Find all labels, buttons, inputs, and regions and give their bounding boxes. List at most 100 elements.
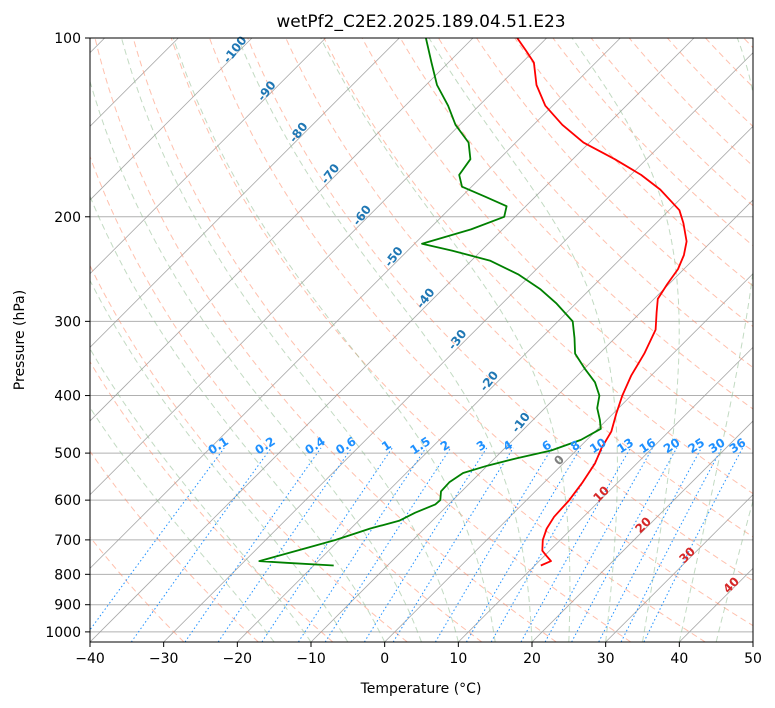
y-tick-label: 400 bbox=[54, 389, 81, 405]
isotherm-line bbox=[531, 420, 753, 642]
mixing-ratio-line bbox=[544, 447, 654, 642]
isotherm-line bbox=[90, 38, 547, 496]
moist-adiabat-label: 40 bbox=[720, 574, 742, 596]
dry-adiabat-line bbox=[552, 38, 753, 247]
x-tick-label: 20 bbox=[523, 651, 541, 667]
moist-adiabat-line bbox=[90, 79, 422, 642]
dry-adiabat-line bbox=[476, 38, 753, 328]
mixing-ratio-label: 3 bbox=[474, 438, 489, 454]
dry-adiabat-line bbox=[90, 450, 259, 642]
moist-adiabat-line bbox=[90, 279, 349, 642]
isotherm-line bbox=[237, 125, 753, 642]
isotherm-line bbox=[90, 38, 474, 422]
y-axis-label: Pressure (hPa) bbox=[12, 290, 28, 390]
dry-adiabat-line bbox=[170, 38, 706, 642]
isotherm-line bbox=[605, 494, 753, 642]
mixing-ratio-line bbox=[490, 447, 604, 642]
isotherm-line bbox=[90, 38, 253, 201]
y-tick-label: 300 bbox=[54, 314, 81, 330]
y-tick-label: 800 bbox=[54, 567, 81, 583]
chart-title: wetPf2_C2E2.2025.189.04.51.E23 bbox=[276, 12, 565, 32]
mixing-ratio-label: 0.4 bbox=[302, 434, 327, 457]
x-tick-label: −40 bbox=[75, 651, 105, 667]
moist-adiabat-line bbox=[90, 406, 275, 642]
mixing-ratio-line bbox=[392, 447, 514, 642]
mixing-ratio-label: 0.2 bbox=[252, 434, 277, 457]
mixing-ratio-label: 0.6 bbox=[333, 434, 358, 457]
moist-adiabat-label: 30 bbox=[676, 544, 698, 566]
mixing-ratio-line bbox=[520, 447, 631, 642]
mixing-ratio-label: 6 bbox=[539, 438, 554, 454]
isotherm-line bbox=[458, 346, 753, 642]
y-tick-label: 100 bbox=[54, 31, 81, 47]
mixing-ratio-line bbox=[324, 447, 452, 642]
x-tick-label: −20 bbox=[223, 651, 253, 667]
dry-adiabat-line bbox=[399, 38, 753, 410]
dry-adiabat-label: -10 bbox=[509, 410, 533, 436]
x-tick-label: −30 bbox=[149, 651, 179, 667]
mixing-ratio-line bbox=[465, 447, 582, 642]
isotherm-line bbox=[752, 641, 753, 642]
dry-adiabat-line bbox=[705, 38, 753, 88]
x-axis-label: Temperature (°C) bbox=[360, 681, 482, 697]
dry-adiabat-line bbox=[90, 536, 185, 642]
mixing-ratio-line bbox=[184, 447, 322, 642]
dry-adiabat-line bbox=[90, 264, 408, 642]
isotherm-line bbox=[163, 52, 753, 642]
dry-adiabat-label: -40 bbox=[413, 285, 437, 311]
mixing-ratio-line bbox=[90, 447, 225, 631]
mixing-ratio-line bbox=[620, 447, 723, 642]
y-tick-label: 200 bbox=[54, 210, 81, 226]
dry-adiabat-line bbox=[437, 38, 753, 369]
dry-adiabat-label: -80 bbox=[286, 120, 310, 146]
dry-adiabat-label: -20 bbox=[477, 368, 501, 394]
dry-adiabat-line bbox=[209, 38, 753, 627]
moist-adiabat-line bbox=[320, 38, 571, 642]
x-tick-label: 0 bbox=[380, 651, 389, 667]
mixing-ratio-line bbox=[434, 447, 553, 642]
dry-adiabat-line bbox=[514, 38, 753, 287]
y-tick-label: 700 bbox=[54, 533, 81, 549]
y-tick-label: 900 bbox=[54, 598, 81, 614]
dry-adiabat-label: -90 bbox=[254, 78, 278, 104]
dry-adiabat-line bbox=[361, 38, 753, 452]
axes: −40 −30 −20 −10 0 10 20 30 40 5010020030040050060… bbox=[45, 31, 762, 667]
dry-adiabat-label: -30 bbox=[445, 327, 469, 353]
isotherm-line bbox=[90, 38, 621, 569]
isotherm-line bbox=[310, 199, 753, 642]
x-tick-label: 30 bbox=[597, 651, 615, 667]
x-tick-label: 10 bbox=[449, 651, 467, 667]
temperature-trace bbox=[516, 38, 688, 567]
isotherm-line bbox=[90, 38, 326, 275]
mixing-ratio-line bbox=[261, 447, 393, 642]
mixing-ratio-line bbox=[598, 447, 702, 642]
dry-adiabat-label: -60 bbox=[350, 202, 374, 228]
plot-area bbox=[90, 38, 753, 642]
moist-adiabat-line bbox=[237, 38, 533, 642]
x-tick-label: 50 bbox=[744, 651, 762, 667]
mixing-ratio-line bbox=[217, 447, 353, 642]
dewpoint-trace bbox=[258, 38, 602, 567]
mixing-ratio-line bbox=[297, 447, 427, 642]
moist-adiabat-line bbox=[172, 38, 496, 642]
moist-adiabat-label: 10 bbox=[590, 483, 612, 505]
dry-adiabat-line bbox=[94, 38, 557, 642]
dry-adiabat-line bbox=[743, 38, 753, 49]
dry-adiabat-line bbox=[285, 38, 753, 538]
dry-adiabat-line bbox=[247, 38, 753, 582]
dry-adiabat-line bbox=[323, 38, 753, 495]
dry-adiabat-label: -70 bbox=[318, 161, 342, 187]
isotherm-line bbox=[90, 38, 695, 642]
mixing-ratio-line bbox=[363, 447, 488, 642]
mixing-ratio-label: 0.1 bbox=[206, 434, 231, 457]
mixing-ratio-label: 1 bbox=[379, 438, 394, 454]
isotherm-line bbox=[384, 273, 753, 642]
y-tick-label: 500 bbox=[54, 446, 81, 462]
moist-adiabat-label: 20 bbox=[632, 514, 654, 536]
y-tick-label: 600 bbox=[54, 493, 81, 509]
moist-adiabat-line bbox=[571, 38, 680, 642]
plot-frame bbox=[89, 37, 754, 643]
